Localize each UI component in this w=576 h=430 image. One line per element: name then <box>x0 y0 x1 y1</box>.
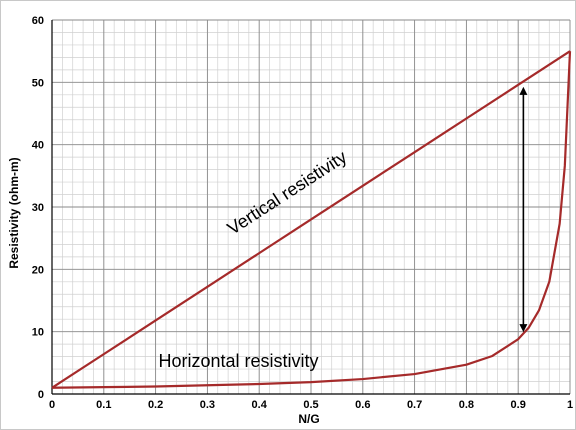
x-axis-title: N/G <box>298 412 319 426</box>
horizontal-resistivity-curve <box>51 51 572 389</box>
y-tick-label: 30 <box>32 202 44 214</box>
x-tick-label: 0.2 <box>148 399 163 411</box>
x-tick-label: 1 <box>567 399 573 411</box>
y-axis-title: Resistivity (ohm-m) <box>7 157 21 268</box>
x-tick-label: 0.7 <box>407 399 422 411</box>
x-tick-label: 0.3 <box>200 399 215 411</box>
vertical-resistivity-label: Vertical resistivity <box>224 147 351 239</box>
y-tick-label: 40 <box>32 140 44 152</box>
x-tick-label: 0.6 <box>355 399 370 411</box>
x-tick-label: 0.9 <box>511 399 526 411</box>
y-tick-label: 0 <box>38 389 44 401</box>
x-tick-label: 0 <box>49 399 55 411</box>
horizontal-resistivity-label: Horizontal resistivity <box>158 351 318 371</box>
y-tick-label: 60 <box>32 15 44 27</box>
x-tick-label: 0.8 <box>459 399 474 411</box>
x-tick-label: 0.5 <box>303 399 318 411</box>
x-tick-label: 0.1 <box>96 399 111 411</box>
x-tick-label: 0.4 <box>252 399 268 411</box>
y-tick-label: 10 <box>32 327 44 339</box>
y-tick-label: 20 <box>32 264 44 276</box>
y-tick-label: 50 <box>32 77 44 89</box>
vertical-resistivity-line <box>51 50 571 389</box>
